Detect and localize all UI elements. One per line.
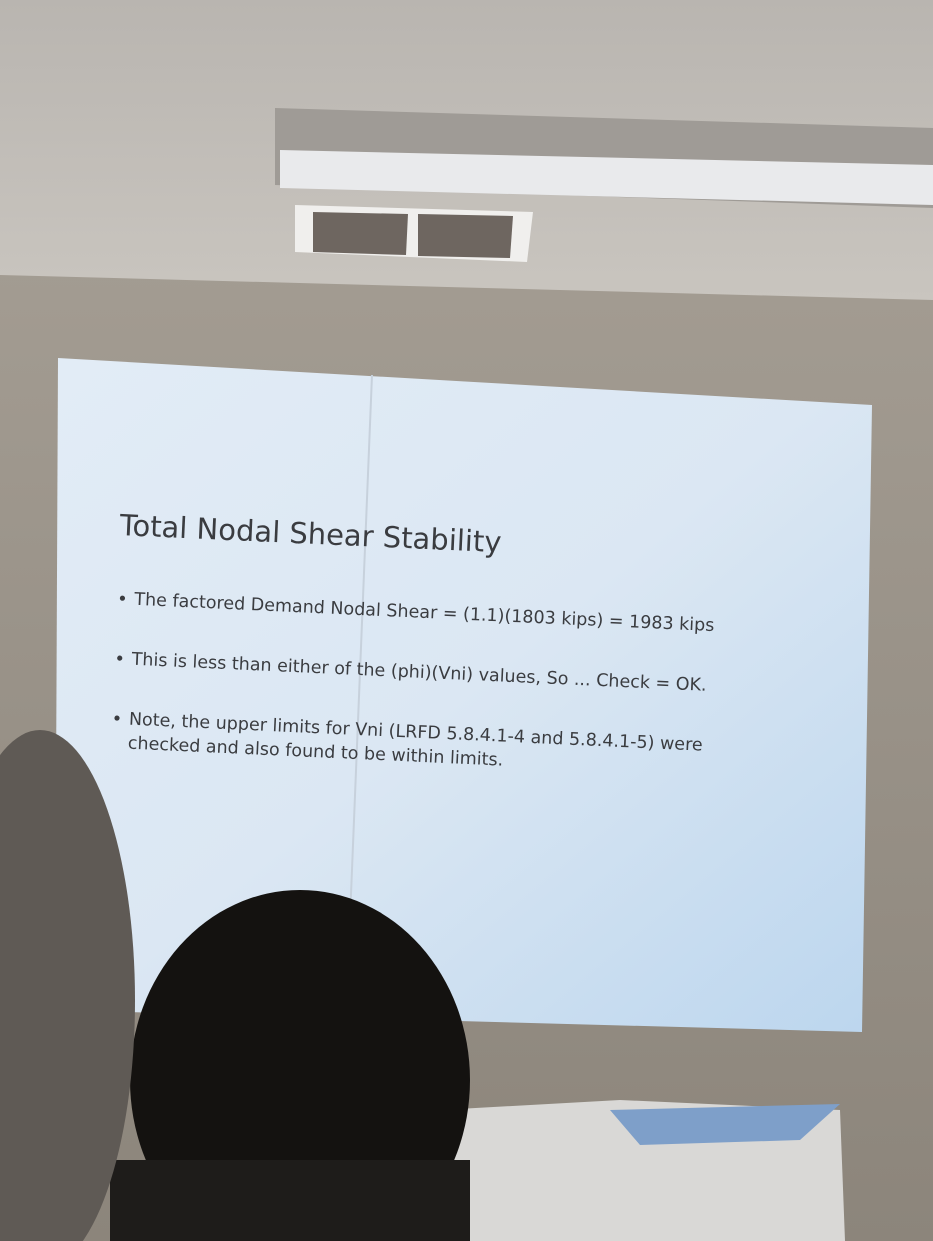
page: {"slide": {"title": "Total Nodal Shear S… xyxy=(0,0,933,1241)
shoulders xyxy=(110,1160,470,1241)
vent-slot xyxy=(313,212,408,255)
projection-screen xyxy=(55,358,872,1032)
vent-slot xyxy=(418,214,513,258)
photo: Total Nodal Shear Stability The factored… xyxy=(0,0,933,1241)
